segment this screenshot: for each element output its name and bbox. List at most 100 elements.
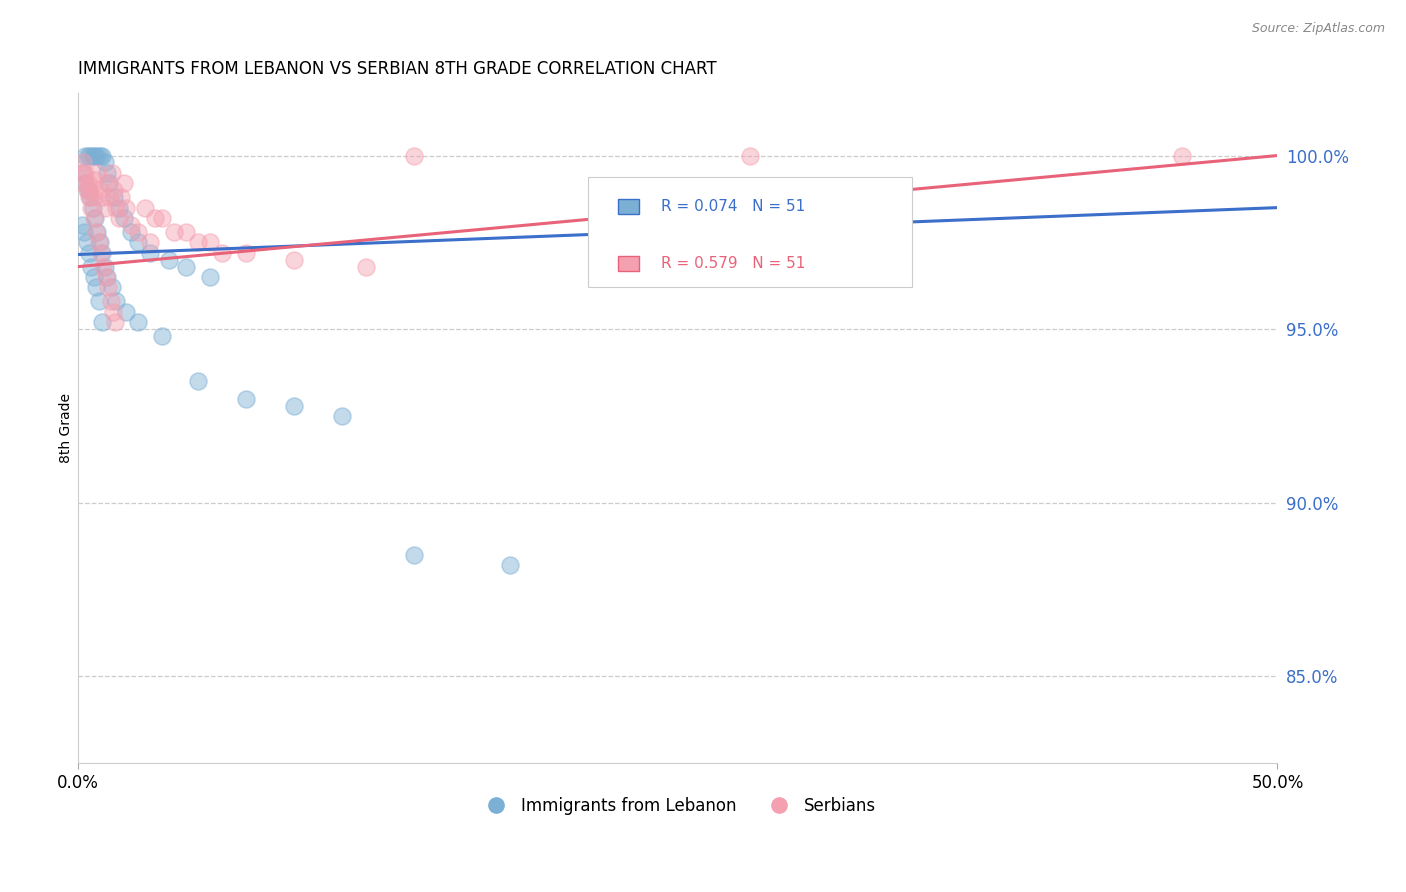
Point — [93, 260, 115, 274]
Point — [83, 270, 105, 285]
Point — [79, 148, 101, 162]
Text: R = 0.579   N = 51: R = 0.579 N = 51 — [661, 256, 804, 271]
Bar — [617, 256, 638, 270]
Point — [84, 148, 107, 162]
Point — [91, 148, 114, 162]
Point — [77, 190, 100, 204]
Point — [72, 155, 94, 169]
Point — [150, 211, 173, 225]
FancyBboxPatch shape — [588, 177, 911, 287]
Point — [103, 190, 125, 204]
Point — [93, 201, 115, 215]
Point — [1170, 148, 1192, 162]
Point — [96, 270, 118, 285]
Point — [76, 183, 98, 197]
Point — [86, 225, 108, 239]
Point — [115, 305, 138, 319]
Point — [112, 177, 135, 191]
Point — [84, 211, 107, 225]
Point — [86, 148, 108, 162]
Point — [105, 201, 128, 215]
Point — [143, 211, 166, 225]
Point — [70, 218, 93, 232]
Point — [77, 245, 100, 260]
Title: IMMIGRANTS FROM LEBANON VS SERBIAN 8TH GRADE CORRELATION CHART: IMMIGRANTS FROM LEBANON VS SERBIAN 8TH G… — [79, 60, 717, 78]
Point — [112, 211, 135, 225]
Point — [75, 177, 97, 191]
Point — [187, 235, 209, 250]
Point — [73, 177, 96, 191]
Point — [110, 190, 132, 204]
Point — [108, 211, 131, 225]
Point — [174, 260, 197, 274]
Point — [139, 245, 162, 260]
Point — [89, 148, 111, 162]
Point — [83, 211, 105, 225]
Point — [72, 166, 94, 180]
Point — [235, 245, 257, 260]
Point — [91, 260, 114, 274]
Point — [90, 245, 112, 260]
Point — [499, 558, 522, 573]
Point — [98, 177, 121, 191]
Point — [235, 392, 257, 406]
Point — [100, 280, 122, 294]
Bar — [617, 199, 638, 214]
Point — [198, 270, 221, 285]
Point — [100, 294, 122, 309]
Point — [115, 201, 138, 215]
Point — [120, 225, 142, 239]
Point — [108, 201, 131, 215]
Point — [70, 166, 93, 180]
Point — [82, 148, 104, 162]
Point — [127, 315, 149, 329]
Point — [198, 235, 221, 250]
Point — [82, 201, 104, 215]
Point — [150, 329, 173, 343]
Point — [80, 201, 103, 215]
Point — [120, 218, 142, 232]
Point — [96, 166, 118, 180]
Point — [402, 148, 425, 162]
Point — [127, 225, 149, 239]
Point — [87, 235, 110, 250]
Point — [84, 280, 107, 294]
Point — [91, 190, 114, 204]
Point — [84, 173, 107, 187]
Point — [139, 235, 162, 250]
Point — [354, 260, 377, 274]
Point — [86, 166, 108, 180]
Point — [73, 225, 96, 239]
Text: R = 0.074   N = 51: R = 0.074 N = 51 — [661, 199, 804, 214]
Point — [211, 245, 233, 260]
Point — [105, 294, 128, 309]
Point — [96, 177, 118, 191]
Y-axis label: 8th Grade: 8th Grade — [59, 393, 73, 463]
Point — [91, 315, 114, 329]
Legend: Immigrants from Lebanon, Serbians: Immigrants from Lebanon, Serbians — [474, 790, 883, 822]
Point — [76, 183, 98, 197]
Point — [80, 260, 103, 274]
Point — [330, 409, 353, 423]
Point — [402, 548, 425, 562]
Point — [76, 148, 98, 162]
Point — [100, 166, 122, 180]
Point — [89, 235, 111, 250]
Point — [157, 252, 180, 267]
Point — [84, 225, 107, 239]
Point — [187, 374, 209, 388]
Point — [76, 235, 98, 250]
Point — [75, 148, 97, 162]
Text: Source: ZipAtlas.com: Source: ZipAtlas.com — [1251, 22, 1385, 36]
Point — [91, 245, 114, 260]
Point — [89, 183, 111, 197]
Point — [103, 183, 125, 197]
Point — [127, 235, 149, 250]
Point — [283, 399, 305, 413]
Point — [134, 201, 156, 215]
Point — [101, 305, 124, 319]
Point — [174, 225, 197, 239]
Point — [163, 225, 186, 239]
Point — [87, 294, 110, 309]
Point — [75, 166, 97, 180]
